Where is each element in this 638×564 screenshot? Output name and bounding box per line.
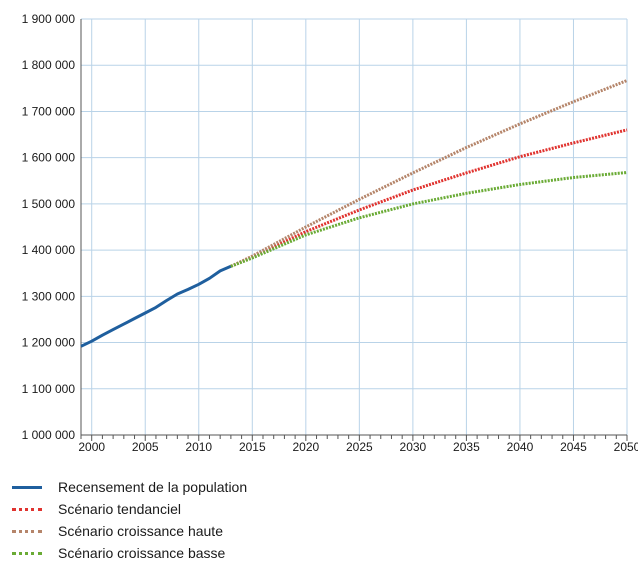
legend-swatch-recensement xyxy=(12,486,42,489)
y-tick-label: 1 400 000 xyxy=(22,243,76,257)
legend-label-haute: Scénario croissance haute xyxy=(58,523,223,539)
legend-swatch-tendanciel xyxy=(12,508,42,511)
tick-labels: 1 000 000 1 100 000 1 200 000 1 300 000 1 40… xyxy=(22,12,638,454)
y-tick-label: 1 600 000 xyxy=(22,151,76,165)
series-line-3 xyxy=(230,171,628,268)
legend-label-basse: Scénario croissance basse xyxy=(58,545,226,561)
series-line-1 xyxy=(230,128,628,268)
y-tick-label: 1 300 000 xyxy=(22,289,76,303)
y-tick-label: 1 800 000 xyxy=(22,58,76,72)
y-tick-label: 1 500 000 xyxy=(22,197,76,211)
y-tick-label: 1 000 000 xyxy=(22,428,76,442)
x-tick-label: 2010 xyxy=(185,440,212,454)
legend-swatch-haute xyxy=(12,530,42,533)
y-tick-label: 1 200 000 xyxy=(22,336,76,350)
y-tick-label: 1 700 000 xyxy=(22,104,76,118)
x-tick-label: 2000 xyxy=(78,440,105,454)
x-tick-label: 2045 xyxy=(560,440,587,454)
series-lines xyxy=(80,79,628,348)
axes xyxy=(80,19,628,441)
legend-label-recensement: Recensement de la population xyxy=(58,479,248,495)
line-chart: 1 000 000 1 100 000 1 200 000 1 300 000 1 40… xyxy=(22,12,638,454)
y-tick-label: 1 900 000 xyxy=(22,12,76,26)
legend-label-tendanciel: Scénario tendanciel xyxy=(58,501,181,517)
legend-swatch-basse xyxy=(12,552,42,555)
x-tick-label: 2030 xyxy=(400,440,427,454)
x-tick-label: 2005 xyxy=(132,440,159,454)
grid xyxy=(81,18,628,436)
x-tick-label: 2015 xyxy=(239,440,266,454)
x-tick-label: 2040 xyxy=(507,440,534,454)
y-tick-label: 1 100 000 xyxy=(22,382,76,396)
x-tick-label: 2020 xyxy=(292,440,319,454)
x-tick-label: 2025 xyxy=(346,440,373,454)
x-tick-label: 2035 xyxy=(453,440,480,454)
x-tick-label: 2050 xyxy=(614,440,638,454)
series-line-0 xyxy=(80,264,232,348)
